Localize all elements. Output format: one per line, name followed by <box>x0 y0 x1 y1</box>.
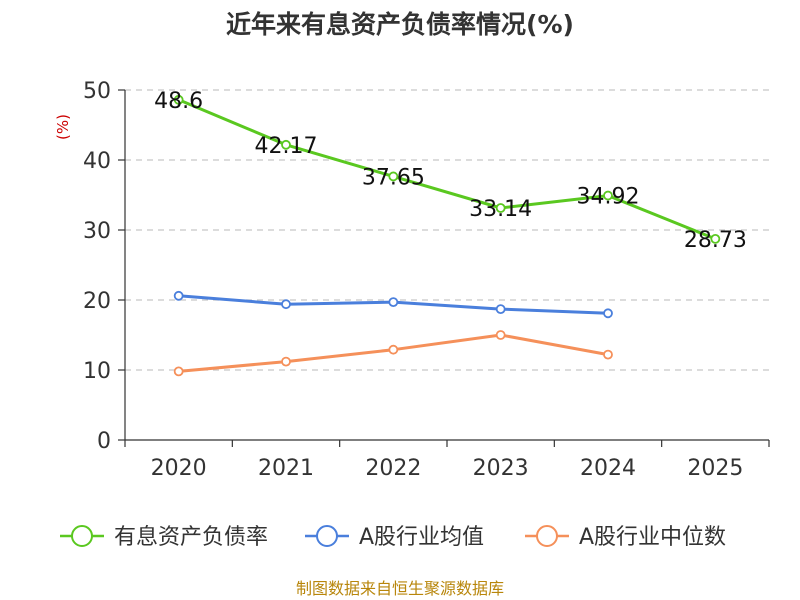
data-label-2022: 37.65 <box>362 165 425 190</box>
chart-title: 近年来有息资产负债率情况(%) <box>226 10 574 39</box>
grid-lines <box>125 89 769 371</box>
legend-label: A股行业均值 <box>359 525 484 550</box>
x-tick-label-2025: 2025 <box>687 456 743 481</box>
legend-marker <box>71 525 93 547</box>
data-point-2-2024 <box>603 349 613 360</box>
data-point-2-2023 <box>495 330 506 340</box>
data-point-1-2022 <box>388 297 399 308</box>
data-labels: 48.6 42.17 37.65 33.14 34.92 28.73 <box>154 89 747 253</box>
data-point-0-2023 <box>495 203 506 213</box>
data-point-1-2021 <box>281 299 291 310</box>
y-tick-label-40: 40 <box>83 149 111 174</box>
x-tick-label-2020: 2020 <box>151 456 207 481</box>
data-point-2-2022 <box>388 344 399 355</box>
data-point-2-2020 <box>173 366 184 377</box>
y-tick-label-50: 50 <box>83 79 111 104</box>
series-line-0 <box>178 98 716 241</box>
legend-item-0[interactable]: 有息资产负债率 <box>60 525 268 550</box>
y-tick-label-30: 30 <box>83 219 111 244</box>
data-point-0-2024 <box>603 190 613 201</box>
legend-item-1[interactable]: A股行业均值 <box>305 525 484 550</box>
legend-label: A股行业中位数 <box>579 525 726 550</box>
legend-item-2[interactable]: A股行业中位数 <box>525 525 726 550</box>
data-point-0-2025 <box>710 233 721 244</box>
y-tick-label-0: 0 <box>97 429 111 454</box>
x-tick-label-2023: 2023 <box>473 456 529 481</box>
y-tick-label-10: 10 <box>83 359 111 384</box>
y-axis-label: (%) <box>54 114 72 140</box>
data-point-1-2024 <box>603 308 613 319</box>
data-label-2021: 42.17 <box>255 134 318 159</box>
legend[interactable]: 有息资产负债率 A股行业均值 A股行业中位数 <box>60 525 726 550</box>
axes: 0 10 20 30 40 50 2020 2021 2022 2023 2024 2025 <box>83 79 770 481</box>
data-point-1-2023 <box>495 304 506 315</box>
data-point-2-2021 <box>281 356 291 367</box>
data-point-0-2020 <box>173 94 184 105</box>
legend-label: 有息资产负债率 <box>114 525 268 550</box>
data-label-2020: 48.6 <box>154 89 203 114</box>
y-tick-label-20: 20 <box>83 289 111 314</box>
x-tick-label-2022: 2022 <box>365 456 421 481</box>
data-point-1-2020 <box>173 290 184 301</box>
data-point-0-2022 <box>388 171 399 182</box>
data-label-2025: 28.73 <box>684 228 747 253</box>
data-source-note: 制图数据来自恒生聚源数据库 <box>296 579 504 598</box>
x-tick-label-2021: 2021 <box>258 456 314 481</box>
legend-marker <box>536 525 558 547</box>
series-lines <box>173 94 721 377</box>
data-label-2024: 34.92 <box>577 185 640 210</box>
data-label-2023: 33.14 <box>469 197 532 222</box>
legend-marker <box>316 525 338 547</box>
x-tick-label-2024: 2024 <box>580 456 636 481</box>
data-point-0-2021 <box>281 139 291 150</box>
